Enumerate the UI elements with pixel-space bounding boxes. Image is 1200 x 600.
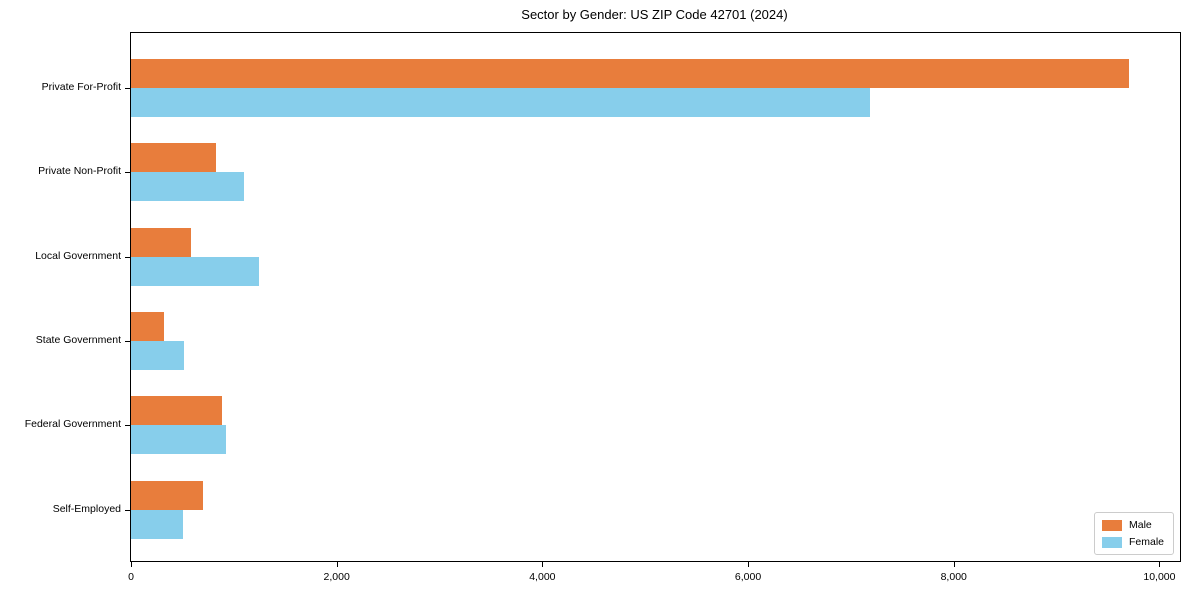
x-tick-1 — [336, 562, 338, 567]
y-tick-label-2: Local Government — [35, 250, 121, 262]
bar-male-4 — [131, 396, 222, 425]
y-tick-label-4: Federal Government — [24, 418, 121, 430]
y-tick-5 — [125, 510, 130, 511]
bar-female-0 — [131, 88, 871, 117]
x-tick-3 — [748, 562, 750, 567]
x-tick-label-2: 4,000 — [529, 571, 556, 583]
bar-female-4 — [131, 425, 226, 454]
bar-male-2 — [131, 228, 191, 257]
x-tick-0 — [131, 562, 132, 567]
x-tick-label-5: 10,000 — [1143, 571, 1176, 583]
y-tick-label-0: Private For-Profit — [41, 81, 121, 93]
x-tick-label-3: 6,000 — [734, 571, 762, 583]
x-tick-5 — [1159, 562, 1161, 567]
x-tick-4 — [953, 562, 955, 567]
legend-swatch-male — [1101, 519, 1122, 531]
y-axis-labels: Private For-Profit Private Non-Profit Loca… — [0, 32, 121, 560]
plot-area: Male Female 0 2,000 4,000 6,000 8,000 10,000 — [125, 32, 1181, 583]
x-tick-label-1: 2,000 — [323, 571, 350, 583]
bar-female-2 — [131, 257, 259, 286]
legend-item-male: Male — [1101, 519, 1164, 531]
y-tick-1 — [125, 172, 130, 173]
bar-female-5 — [131, 510, 183, 539]
legend: Male Female — [1093, 512, 1174, 555]
y-tick-0 — [125, 88, 130, 89]
y-tick-2 — [125, 257, 130, 258]
legend-swatch-female — [1101, 536, 1122, 548]
y-tick-3 — [125, 341, 130, 342]
bar-male-1 — [131, 143, 217, 172]
legend-item-female: Female — [1101, 536, 1164, 548]
chart-title: Sector by Gender: US ZIP Code 42701 (202… — [521, 7, 788, 22]
y-tick-4 — [125, 425, 130, 426]
bar-female-3 — [131, 341, 184, 370]
x-tick-label-0: 0 — [128, 571, 134, 583]
bar-female-1 — [131, 172, 245, 201]
x-tick-label-4: 8,000 — [940, 571, 967, 583]
bar-male-5 — [131, 481, 203, 510]
bar-male-3 — [131, 312, 164, 341]
legend-label-male: Male — [1128, 519, 1152, 531]
legend-label-female: Female — [1128, 536, 1164, 548]
y-tick-label-1: Private Non-Profit — [38, 165, 121, 177]
y-tick-label-3: State Government — [35, 334, 121, 346]
y-tick-label-5: Self-Employed — [52, 503, 121, 515]
x-tick-2 — [542, 562, 544, 567]
bar-male-0 — [131, 59, 1129, 88]
